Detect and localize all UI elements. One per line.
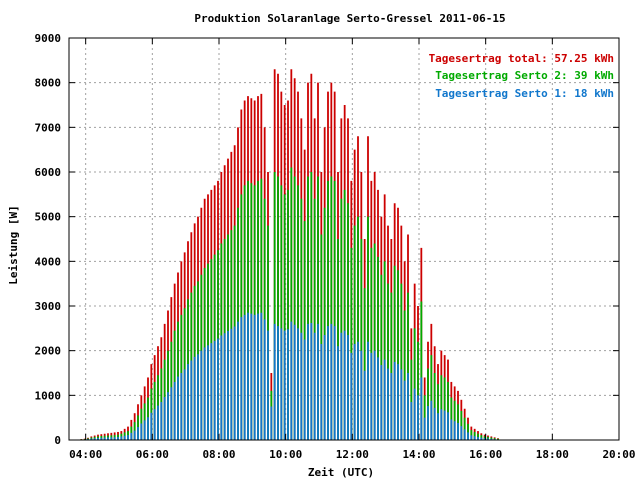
- bar-series: [80, 69, 499, 440]
- legend-entry-total: Tagesertrag total: 57.25 kWh: [429, 52, 614, 65]
- plot-frame: [68, 37, 620, 441]
- legend: Tagesertrag total: 57.25 kWh Tagesertrag…: [429, 52, 614, 100]
- y-tick-label: 1000: [35, 389, 62, 402]
- x-tick-label: 20:00: [602, 448, 635, 461]
- axis-ticks: [69, 37, 620, 441]
- x-tick-label: 10:00: [269, 448, 302, 461]
- x-tick-label: 04:00: [69, 448, 102, 461]
- legend-entry-serto2: Tagesertrag Serto 2: 39 kWh: [435, 69, 614, 82]
- chart-title: Produktion Solaranlage Serto-Gressel 201…: [194, 12, 505, 25]
- x-axis-label: Zeit (UTC): [308, 466, 374, 479]
- x-tick-label: 06:00: [136, 448, 169, 461]
- y-axis-label: Leistung [W]: [7, 205, 20, 284]
- y-tick-label: 2000: [35, 345, 62, 358]
- x-tick-label: 14:00: [402, 448, 435, 461]
- y-tick-label: 4000: [35, 255, 62, 268]
- legend-entry-serto1: Tagesertrag Serto 1: 18 kWh: [435, 87, 614, 100]
- y-tick-label: 3000: [35, 300, 62, 313]
- y-tick-label: 5000: [35, 211, 62, 224]
- x-tick-label: 16:00: [469, 448, 502, 461]
- x-tick-label: 18:00: [536, 448, 569, 461]
- y-tick-label: 9000: [35, 32, 62, 45]
- y-tick-label: 6000: [35, 166, 62, 179]
- x-tick-label: 08:00: [202, 448, 235, 461]
- y-tick-label: 0: [54, 434, 61, 447]
- x-tick-label: 12:00: [336, 448, 369, 461]
- y-tick-labels: 0 1000 2000 3000 4000 5000 6000 7000 8000 9000: [35, 32, 62, 447]
- x-tick-labels: 04:00 06:00 08:00 10:00 12:00 14:00 16:00 18:00…: [69, 448, 635, 461]
- y-tick-label: 8000: [35, 77, 62, 90]
- y-tick-label: 7000: [35, 121, 62, 134]
